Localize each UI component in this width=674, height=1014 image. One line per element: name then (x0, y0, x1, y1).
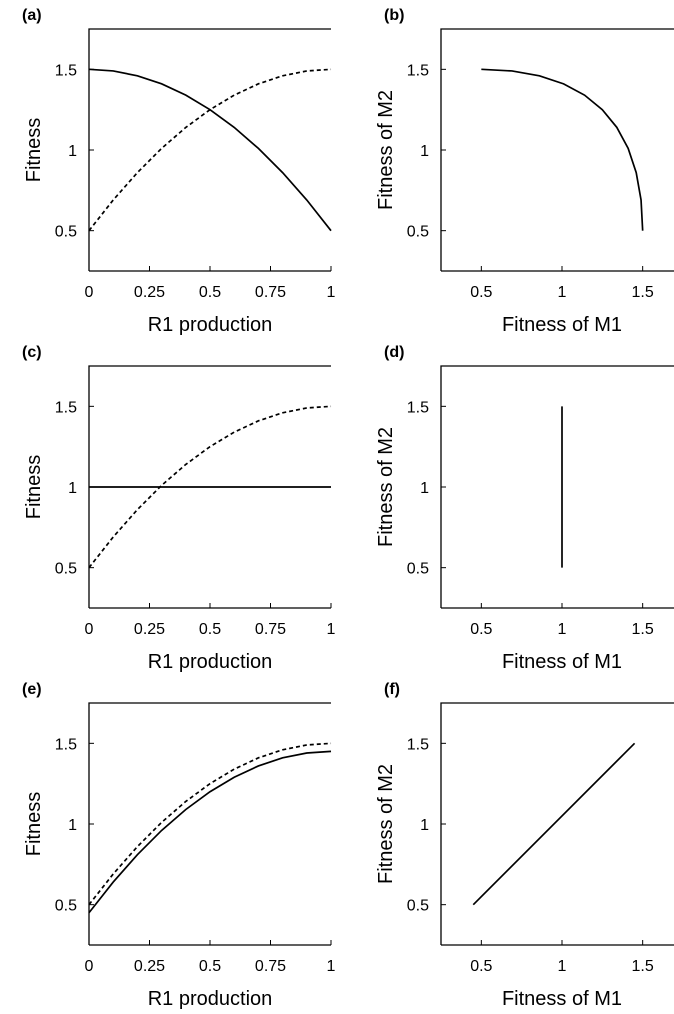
x-tick-label: 0.25 (134, 284, 165, 301)
y-tick-label: 1 (420, 143, 429, 160)
y-tick-label: 1.5 (407, 399, 429, 416)
dashed-series-line (88, 742, 332, 906)
x-tick-label: 1 (327, 621, 336, 638)
panel-f: (f) Fitness of M1 Fitness of M2 0.5 1 1.5 0… (375, 681, 674, 1010)
plot-frame (440, 702, 674, 946)
y-tick-label: 1.5 (407, 62, 429, 79)
x-tick-label: 1 (327, 958, 336, 975)
y-tick-label: 0.5 (407, 224, 429, 241)
solid-series-line (472, 742, 636, 906)
y-tick-label: 1 (68, 143, 77, 160)
solid-series-line (88, 68, 332, 232)
plot-frame (88, 28, 331, 272)
x-tick-label: 0 (85, 621, 94, 638)
panel-e: (e) R1 production Fitness 0 0.25 0.5 0.75 1 0… (22, 681, 336, 1010)
y-tick-label: 0.5 (55, 898, 77, 915)
x-tick-label: 1 (327, 284, 336, 301)
y-tick-label: 1 (68, 480, 77, 497)
x-axis-label: R1 production (148, 314, 273, 336)
x-axis-label: R1 production (148, 988, 273, 1010)
x-axis-label: Fitness of M1 (502, 988, 622, 1010)
x-tick-label: 0 (85, 284, 94, 301)
panel-label: (b) (384, 7, 404, 24)
x-tick-label: 1.5 (632, 958, 654, 975)
panel-label: (d) (384, 344, 404, 361)
solid-series-line (481, 68, 644, 231)
plot-frame (440, 28, 674, 272)
y-tick-label: 1.5 (55, 736, 77, 753)
x-axis-label: Fitness of M1 (502, 314, 622, 336)
panel-b: (b) Fitness of M1 Fitness of M2 0.5 1 1.5 0… (375, 7, 674, 336)
panel-label: (f) (384, 681, 400, 698)
x-tick-label: 1 (558, 958, 567, 975)
y-axis-label: Fitness (23, 792, 45, 856)
y-axis-label: Fitness of M2 (375, 764, 397, 884)
x-tick-label: 0.75 (255, 284, 286, 301)
x-axis-label: R1 production (148, 651, 273, 673)
y-tick-label: 1 (68, 817, 77, 834)
y-tick-label: 1 (420, 817, 429, 834)
y-tick-label: 1.5 (55, 62, 77, 79)
plot-frame (440, 365, 674, 609)
y-tick-label: 0.5 (407, 898, 429, 915)
y-axis-label: Fitness of M2 (375, 90, 397, 210)
y-tick-label: 0.5 (55, 561, 77, 578)
x-tick-label: 0.25 (134, 958, 165, 975)
y-tick-label: 1 (420, 480, 429, 497)
panel-d: (d) Fitness of M1 Fitness of M2 0.5 1 1.5 0… (375, 344, 674, 673)
y-tick-label: 1.5 (407, 736, 429, 753)
panel-label: (e) (22, 681, 42, 698)
x-tick-label: 1.5 (632, 284, 654, 301)
x-tick-label: 0.5 (199, 958, 221, 975)
panel-c: (c) R1 production Fitness 0 0.25 0.5 0.75 1 0… (22, 344, 336, 673)
x-tick-label: 0.75 (255, 958, 286, 975)
x-tick-label: 0.5 (470, 284, 492, 301)
plot-frame (88, 702, 331, 946)
x-tick-label: 1.5 (632, 621, 654, 638)
x-tick-label: 0.5 (470, 621, 492, 638)
x-tick-label: 0.5 (470, 958, 492, 975)
x-tick-label: 0.75 (255, 621, 286, 638)
x-tick-label: 1 (558, 284, 567, 301)
x-tick-label: 0.5 (199, 284, 221, 301)
x-tick-label: 0 (85, 958, 94, 975)
x-tick-label: 0.25 (134, 621, 165, 638)
y-axis-label: Fitness of M2 (375, 427, 397, 547)
panel-a: (a) R1 production Fitness 0 0.25 0.5 0.75 1 0… (22, 7, 336, 336)
y-tick-label: 1.5 (55, 399, 77, 416)
y-axis-label: Fitness (23, 118, 45, 182)
solid-series-line (88, 750, 332, 914)
x-tick-label: 0.5 (199, 621, 221, 638)
y-tick-label: 0.5 (55, 224, 77, 241)
y-tick-label: 0.5 (407, 561, 429, 578)
panel-label: (a) (22, 7, 42, 24)
x-tick-label: 1 (558, 621, 567, 638)
dashed-series-line (88, 405, 332, 569)
dashed-series-line (88, 68, 332, 232)
x-axis-label: Fitness of M1 (502, 651, 622, 673)
panel-label: (c) (22, 344, 42, 361)
y-axis-label: Fitness (23, 455, 45, 519)
